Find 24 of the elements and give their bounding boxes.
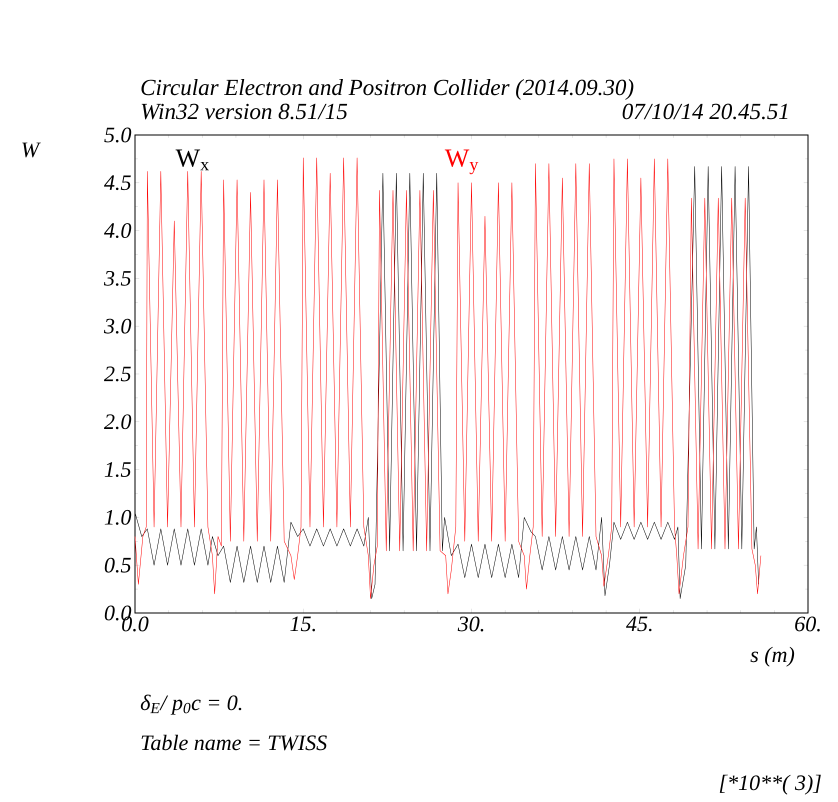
- y-tick-label: 2.0: [104, 414, 132, 430]
- series-label: W$_{y}$: [444, 150, 478, 174]
- text: Table name = TWISS: [142, 734, 327, 750]
- y-tick-label: 1.5: [104, 462, 131, 478]
- chart-subtitle: Win32 version 8.51/15: [142, 104, 348, 120]
- y-tick-label: 3.5: [104, 270, 131, 286]
- y-tick-label: 4.0: [104, 223, 132, 238]
- y-tick-label: 1.0: [104, 510, 132, 525]
- y-tick-label: 3.0: [104, 318, 132, 334]
- y-tick-label: 4.5: [104, 175, 131, 190]
- text: [*10**( 3)]: [720, 774, 821, 795]
- text: δ$_{E}$/ p$_{0}$c = 0.: [140, 694, 242, 715]
- x-tick-label: 15.: [290, 616, 316, 632]
- y-tick-label: 0.5: [104, 558, 131, 573]
- y-tick-label: 2.5: [104, 366, 131, 382]
- chart-title: Circular Electron and Positron Collider (2014.09.30): [141, 79, 634, 100]
- x-tick-label: 60.: [795, 616, 820, 632]
- x-tick-label: 30.: [458, 616, 484, 632]
- y-axis-title: W: [22, 142, 41, 158]
- text: 07/10/14 20.45.51: [622, 104, 788, 120]
- x-tick-label: 45.: [626, 616, 652, 632]
- y-tick-label: 5.0: [104, 128, 132, 142]
- text: W$_{x}$: [176, 150, 209, 170]
- x-axis-title: s (m): [750, 646, 794, 667]
